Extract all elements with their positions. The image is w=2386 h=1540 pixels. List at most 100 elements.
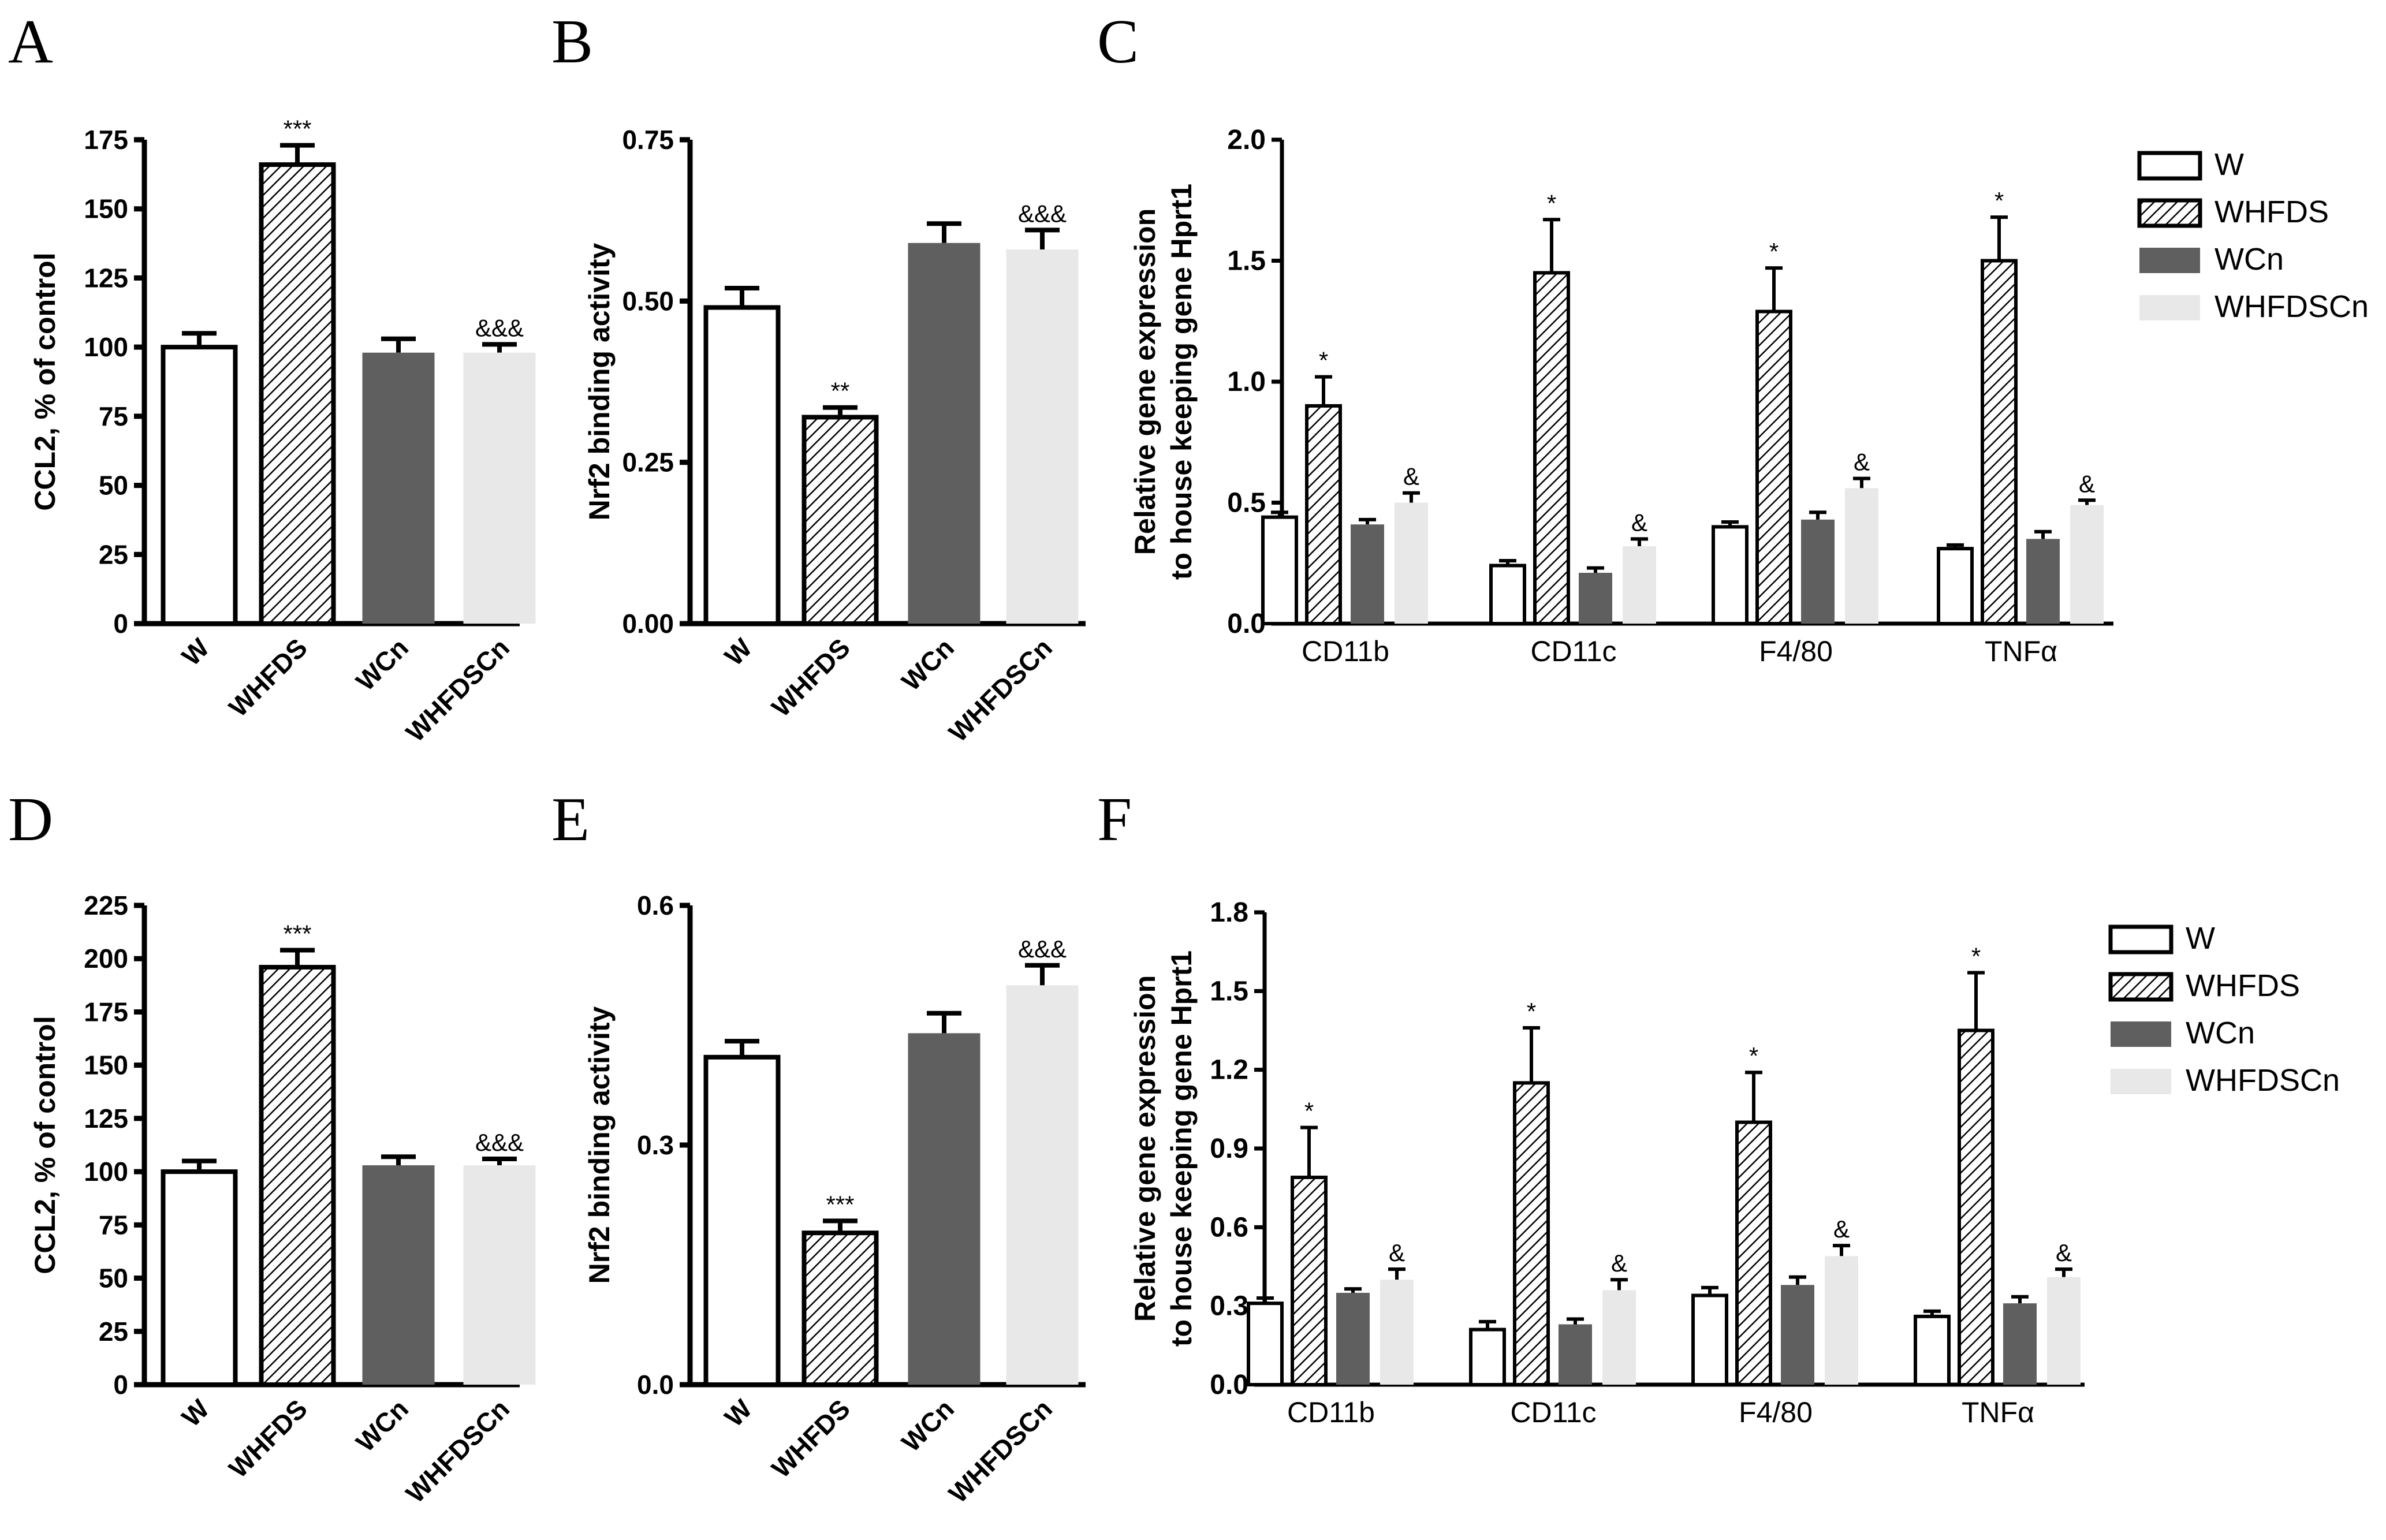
y-tick-label: 0.0 bbox=[1210, 1370, 1248, 1400]
legend-label: WCn bbox=[2214, 242, 2284, 277]
y-tick-label: 1.8 bbox=[1210, 897, 1248, 928]
panel-B: 0.00 0.25 0.50 0.75 Nrf2 binding activity W **… bbox=[583, 125, 1086, 748]
y-axis-title: to house keeping gene Hprt1 bbox=[1165, 950, 1198, 1347]
y-axis-title: Nrf2 binding activity bbox=[583, 243, 616, 521]
x-tick-label: WHFDS bbox=[223, 1393, 313, 1483]
x-tick-label: CD11b bbox=[1287, 1396, 1375, 1429]
panel-letter-C: C bbox=[1097, 8, 1139, 76]
legend-label: WHFDSCn bbox=[2214, 289, 2369, 324]
x-tick-label: TNFα bbox=[1962, 1396, 2034, 1429]
panel-letter-A: A bbox=[8, 8, 53, 76]
legend-swatch-WHFDS bbox=[2108, 972, 2174, 1002]
significance-label: & bbox=[1854, 449, 1870, 476]
bar-WCn bbox=[908, 1033, 981, 1385]
x-tick-label: WHFDSCn bbox=[943, 632, 1058, 747]
significance-label: & bbox=[2079, 470, 2095, 497]
bar-WCn bbox=[908, 243, 981, 624]
x-tick-label: CD11c bbox=[1530, 635, 1616, 668]
y-tick-label: 0 bbox=[113, 1370, 128, 1400]
bar-W bbox=[1937, 547, 1974, 625]
significance-label: * bbox=[1994, 187, 2004, 214]
panel-C: 0.0 0.5 1.0 1.5 2.0 Relative gene expression t… bbox=[1129, 125, 2113, 668]
significance-label: & bbox=[1631, 509, 1647, 536]
bar-WHFDS bbox=[1305, 404, 1342, 626]
y-axis-title: Relative gene expression bbox=[1129, 975, 1161, 1322]
legend-label: W bbox=[2186, 921, 2215, 956]
y-tick-label: 150 bbox=[84, 194, 128, 224]
bar-W bbox=[1914, 1314, 1951, 1387]
y-tick-label: 0.6 bbox=[1210, 1212, 1248, 1243]
bar-W bbox=[1489, 564, 1526, 625]
significance-label: & bbox=[1611, 1250, 1627, 1277]
significance-label: *** bbox=[283, 920, 311, 947]
panel-letter-F: F bbox=[1097, 785, 1132, 854]
y-tick-label: 25 bbox=[99, 1317, 128, 1347]
bar-WCn bbox=[1579, 573, 1612, 624]
y-tick-label: 1.2 bbox=[1210, 1055, 1248, 1086]
y-tick-label: 0.3 bbox=[637, 1130, 674, 1160]
significance-label: & bbox=[1403, 463, 1419, 490]
y-tick-label: 2.0 bbox=[1227, 125, 1266, 155]
y-axis-title: to house keeping gene Hprt1 bbox=[1165, 184, 1198, 580]
legend-label: WHFDSCn bbox=[2186, 1063, 2340, 1098]
bar-WHFDSCn bbox=[1395, 502, 1428, 624]
y-axis-title: Relative gene expression bbox=[1129, 208, 1161, 555]
bar-W bbox=[161, 1169, 238, 1387]
panel-A: 0 25 50 75 100 125 150 175 CCL2, % of control W **… bbox=[29, 115, 536, 748]
panel-letter-B: B bbox=[551, 8, 593, 76]
legend-swatch-W bbox=[2108, 924, 2174, 954]
bar-W bbox=[703, 305, 781, 626]
y-tick-label: 0.50 bbox=[622, 286, 674, 316]
y-tick-label: 0.5 bbox=[1227, 488, 1266, 519]
significance-label: & bbox=[2056, 1239, 2072, 1266]
bar-WHFDS bbox=[1291, 1175, 1328, 1386]
bar-W bbox=[703, 1054, 781, 1388]
y-tick-label: 75 bbox=[99, 401, 128, 431]
legend-swatch-WHFDSCn bbox=[2139, 295, 2200, 320]
x-tick-label: W bbox=[176, 632, 215, 672]
bar-WCn bbox=[1336, 1292, 1370, 1385]
significance-label: & bbox=[1833, 1215, 1850, 1243]
panel-letter-D: D bbox=[8, 785, 53, 854]
legend-label: WCn bbox=[2186, 1016, 2255, 1050]
bar-WHFDSCn bbox=[2047, 1277, 2081, 1385]
x-tick-label: WHFDS bbox=[766, 1393, 856, 1483]
significance-label: &&& bbox=[1018, 935, 1067, 963]
bar-WHFDS bbox=[1981, 259, 2018, 625]
bar-WHFDS bbox=[1513, 1081, 1550, 1386]
bar-WHFDS bbox=[259, 964, 336, 1387]
bar-WHFDSCn bbox=[1623, 546, 1656, 624]
x-tick-label: WHFDSCn bbox=[943, 1393, 1058, 1508]
bar-WHFDSCn bbox=[1602, 1290, 1636, 1385]
bar-WHFDS bbox=[1735, 1120, 1772, 1386]
y-tick-label: 0.0 bbox=[1227, 609, 1266, 639]
y-tick-label: 125 bbox=[84, 1103, 128, 1133]
bar-WHFDSCn bbox=[463, 1165, 536, 1385]
significance-label: &&& bbox=[1018, 200, 1067, 227]
bar-W bbox=[1469, 1328, 1506, 1386]
y-tick-label: 25 bbox=[99, 539, 128, 569]
legend-swatch-WHFDSCn bbox=[2111, 1069, 2171, 1094]
panel-D: 0 25 50 75 100 125 150 175 200 225 CCL2, % of cont… bbox=[29, 890, 536, 1509]
significance-label: * bbox=[1547, 189, 1556, 217]
y-tick-label: 125 bbox=[84, 263, 128, 293]
bar-WCn bbox=[362, 1165, 435, 1385]
significance-label: * bbox=[1769, 238, 1779, 265]
x-tick-label: WCn bbox=[896, 1393, 960, 1457]
legend-swatch-W bbox=[2137, 151, 2202, 181]
legend-swatch-WCn bbox=[2139, 248, 2200, 273]
legend-swatch-WHFDS bbox=[2137, 198, 2202, 228]
bar-WHFDS bbox=[259, 162, 336, 626]
y-tick-label: 225 bbox=[84, 890, 128, 920]
y-tick-label: 1.0 bbox=[1227, 367, 1266, 397]
bar-WCn bbox=[1781, 1285, 1814, 1385]
y-axis-title: CCL2, % of control bbox=[29, 1016, 61, 1274]
x-tick-label: CD11b bbox=[1302, 635, 1389, 668]
y-tick-label: 1.5 bbox=[1210, 976, 1248, 1006]
significance-label: *** bbox=[283, 115, 311, 143]
significance-label: & bbox=[1389, 1239, 1405, 1266]
x-tick-label: CD11c bbox=[1510, 1396, 1596, 1429]
y-tick-label: 50 bbox=[99, 1263, 128, 1293]
bar-WHFDSCn bbox=[1825, 1256, 1858, 1385]
x-tick-label: WHFDS bbox=[766, 632, 856, 722]
